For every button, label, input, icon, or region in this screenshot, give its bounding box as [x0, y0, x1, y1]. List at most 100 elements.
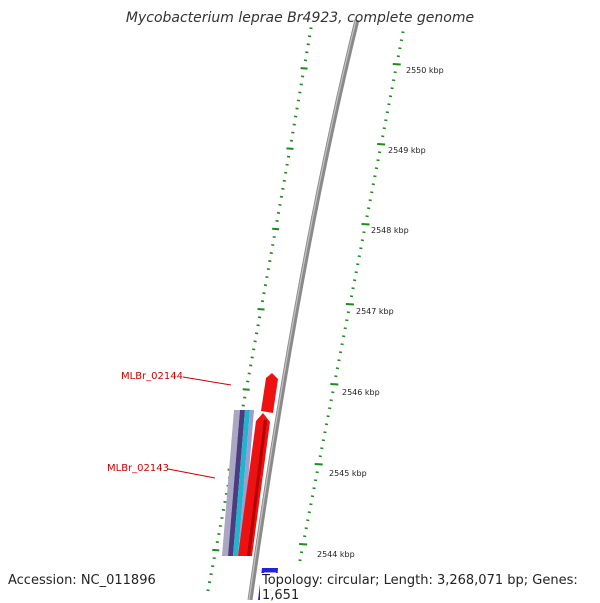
gene-label-02144[interactable]: MLBr_02144 — [121, 371, 183, 382]
outer-tick — [357, 255, 361, 258]
inner-tick — [253, 340, 257, 343]
outer-tick — [323, 431, 327, 434]
inner-tick — [306, 43, 310, 46]
outer-tick — [303, 535, 307, 538]
outer-tick — [384, 119, 388, 122]
inner-tick — [263, 284, 268, 287]
outer-tick — [360, 239, 365, 242]
tick-label: 2545 kbp — [329, 469, 367, 478]
outer-tick — [361, 223, 370, 226]
genome-backbone-highlight — [248, 19, 357, 600]
outer-tick — [331, 391, 335, 394]
outer-tick — [377, 151, 382, 154]
inner-tick — [257, 308, 265, 311]
outer-tick — [330, 383, 339, 386]
inner-tick — [246, 380, 250, 383]
inner-tick — [303, 59, 308, 62]
outer-tick — [343, 327, 347, 330]
inner-tick — [252, 348, 256, 351]
inner-tick — [272, 235, 276, 239]
feature-band-lavender — [238, 410, 254, 556]
outer-tick — [306, 519, 310, 522]
gene-MLBr_02144[interactable] — [261, 373, 278, 413]
inner-tick — [285, 163, 289, 166]
tick-label: 2547 kbp — [356, 307, 394, 316]
inner-tick — [206, 589, 210, 592]
outer-tick — [337, 359, 341, 362]
gene-leader-line-02144 — [182, 376, 232, 386]
tick-label: 2544 kbp — [317, 550, 355, 559]
gene-MLBr_02143[interactable] — [238, 413, 270, 556]
outer-tick — [334, 375, 338, 378]
outer-tick — [388, 95, 393, 98]
outer-tick — [335, 367, 340, 370]
inner-tick — [278, 203, 282, 206]
tick-label: 2550 kbp — [406, 66, 444, 75]
feature-band-teal — [233, 410, 250, 556]
outer-tick — [328, 407, 332, 410]
outer-tick — [385, 111, 390, 114]
outer-tick — [371, 183, 375, 186]
feature-band-purple — [228, 410, 245, 556]
gene-leader-line-02143 — [167, 468, 216, 479]
inner-tick — [265, 276, 269, 279]
accession-text: Accession: NC_011896 — [8, 573, 156, 588]
inner-tick — [212, 548, 220, 552]
outer-tick — [324, 423, 329, 426]
inner-tick — [268, 260, 272, 263]
outer-tick — [376, 159, 380, 162]
inner-tick — [279, 195, 284, 198]
outer-tick — [298, 559, 302, 562]
inner-tick — [207, 581, 212, 584]
inner-tick — [217, 533, 221, 536]
inner-tick — [299, 83, 303, 86]
inner-tick — [256, 324, 260, 327]
outer-tick — [392, 63, 401, 66]
inner-tick — [282, 179, 286, 182]
outer-tick — [313, 479, 318, 482]
outer-tick — [359, 247, 363, 250]
gene-arrow[interactable] — [261, 373, 278, 413]
outer-tick — [309, 503, 313, 506]
inner-tick — [292, 123, 296, 126]
outer-tick — [340, 343, 344, 346]
outer-tick — [310, 495, 315, 498]
outer-tick — [368, 199, 372, 202]
outer-tick — [318, 455, 322, 458]
outer-tick — [392, 79, 396, 82]
inner-tick — [305, 51, 309, 54]
inner-tick — [257, 316, 262, 319]
inner-tick — [296, 99, 301, 102]
inner-tick — [249, 364, 253, 367]
outer-tick — [354, 271, 358, 274]
tick-labels: 2550 kbp 2549 kbp 2548 kbp 2547 kbp 2546 kbp… — [317, 66, 444, 559]
inner-tick — [223, 500, 227, 503]
outer-tick — [321, 439, 326, 442]
inner-tick — [295, 107, 299, 110]
inner-tick — [212, 557, 216, 560]
inner-tick — [289, 139, 294, 142]
outer-tick — [329, 399, 333, 402]
outer-tick — [351, 287, 355, 290]
inner-tick — [242, 388, 250, 391]
inner-tick — [298, 91, 302, 94]
map-title: Mycobacterium leprae Br4923, complete ge… — [125, 10, 475, 26]
inner-tick — [260, 300, 265, 303]
outer-tick — [342, 335, 346, 338]
outer-tick — [362, 231, 366, 234]
inner-tick — [271, 243, 275, 247]
outer-tick — [374, 167, 379, 170]
feature-track — [222, 410, 254, 556]
inner-tick — [209, 573, 213, 576]
outer-tick — [320, 447, 324, 450]
gene-label-02143[interactable]: MLBr_02143 — [107, 463, 169, 474]
tick-label: 2546 kbp — [342, 388, 380, 397]
inner-tick — [254, 332, 259, 335]
inner-tick — [276, 211, 281, 214]
inner-tick — [309, 27, 313, 30]
inner-tick — [286, 147, 294, 150]
inner-tick — [218, 524, 223, 528]
outer-tick — [365, 215, 369, 218]
inner-tick — [291, 131, 295, 134]
outer-tick — [382, 127, 386, 130]
